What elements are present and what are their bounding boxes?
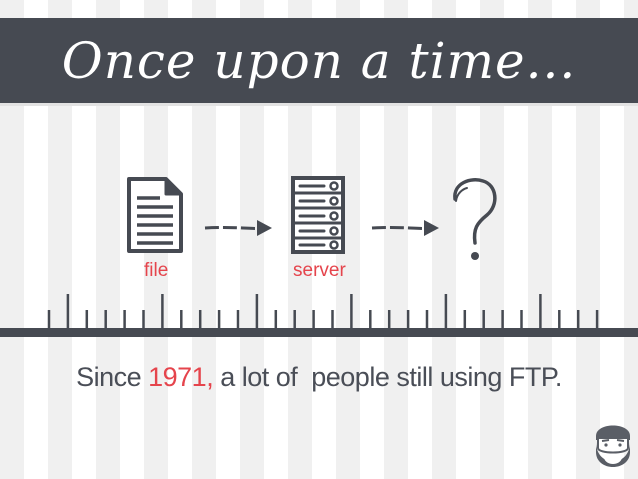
caption-year: 1971, xyxy=(148,362,214,392)
server-label: server xyxy=(293,260,346,281)
file-label: file xyxy=(144,260,169,281)
title-banner: Once upon a time... xyxy=(0,18,638,106)
timeline-line xyxy=(0,328,638,337)
server-icon xyxy=(291,176,345,254)
banner-title: Once upon a time... xyxy=(61,31,577,90)
bearded-avatar-icon xyxy=(596,425,630,467)
timeline-ruler xyxy=(0,294,638,337)
caption-suffix: a lot of people still using FTP. xyxy=(213,362,562,392)
arrow-right-icon xyxy=(371,220,439,236)
caption-prefix: Since xyxy=(76,362,149,392)
question-mark-icon xyxy=(453,178,497,260)
document-icon xyxy=(127,177,183,253)
arrow-right-icon xyxy=(204,220,272,236)
caption: Since 1971, a lot of people still using … xyxy=(0,362,638,393)
